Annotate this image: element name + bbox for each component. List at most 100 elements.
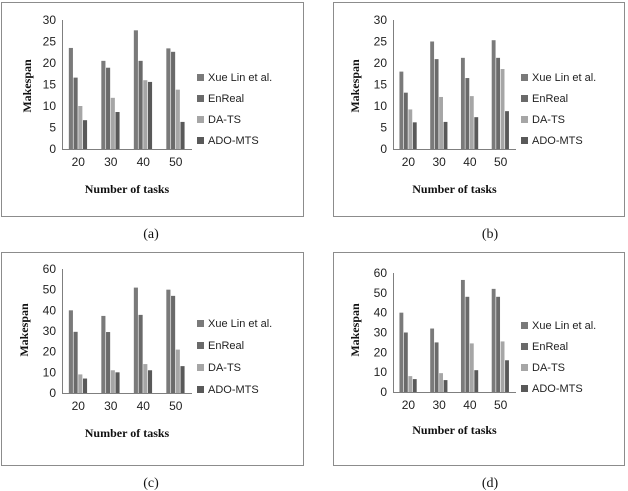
bar	[403, 92, 408, 149]
bar	[110, 97, 115, 149]
legend-label: ADO-MTS	[532, 383, 583, 395]
bar	[138, 60, 143, 149]
bar	[171, 295, 176, 393]
y-tick-label: 30	[374, 13, 388, 27]
legend-label: Xue Lin et al.	[208, 318, 272, 330]
bar	[171, 51, 176, 149]
bar	[180, 121, 185, 149]
bar	[147, 370, 153, 393]
figure-caption: (b)	[482, 227, 499, 242]
bar	[469, 343, 474, 392]
y-tick-label: 5	[380, 121, 387, 135]
x-tick-label: 50	[169, 155, 183, 169]
bar	[460, 57, 465, 150]
bar	[434, 342, 439, 392]
y-axis-title: Makespan	[348, 59, 362, 113]
legend-swatch	[197, 386, 204, 393]
x-tick-label: 30	[432, 398, 446, 412]
y-tick-label: 20	[43, 56, 57, 70]
chart-frame	[333, 252, 625, 466]
y-tick-label: 0	[49, 142, 56, 156]
bar	[166, 48, 171, 149]
bar	[439, 96, 443, 149]
bar	[408, 109, 413, 149]
bar	[101, 315, 106, 393]
figure-caption: (c)	[143, 476, 159, 491]
legend-label: ADO-MTS	[208, 384, 259, 396]
bar	[133, 30, 138, 149]
bar	[73, 331, 78, 393]
bar	[491, 288, 496, 392]
legend-swatch	[197, 74, 204, 81]
y-tick-label: 50	[43, 283, 57, 297]
x-tick-label: 20	[402, 155, 416, 169]
bar	[73, 77, 78, 149]
bar	[78, 106, 83, 149]
bar	[496, 296, 501, 392]
bar	[408, 376, 413, 392]
bar	[434, 59, 439, 149]
y-tick-label: 10	[374, 365, 388, 379]
bar	[412, 379, 417, 392]
bar	[465, 78, 470, 149]
x-axis-title: Number of tasks	[85, 182, 170, 196]
x-tick-label: 50	[169, 399, 183, 413]
legend-swatch	[521, 74, 528, 81]
x-tick-label: 40	[137, 155, 151, 169]
bar	[82, 378, 88, 393]
bar	[175, 89, 180, 149]
legend-swatch	[197, 116, 204, 123]
figure-caption: (d)	[482, 476, 499, 491]
legend-swatch	[521, 116, 528, 123]
bar	[106, 67, 111, 149]
x-tick-label: 40	[463, 398, 477, 412]
y-tick-label: 5	[49, 121, 56, 135]
x-tick-label: 30	[432, 155, 446, 169]
bar	[110, 370, 115, 393]
y-tick-label: 0	[49, 386, 56, 400]
legend-label: DA-TS	[532, 362, 565, 374]
bar	[166, 289, 171, 393]
legend-label: EnReal	[208, 93, 244, 105]
bar	[68, 47, 73, 150]
legend-swatch	[521, 343, 528, 350]
y-tick-label: 60	[43, 262, 57, 276]
bar	[138, 314, 143, 393]
bar	[399, 312, 404, 392]
y-axis-title: Makespan	[17, 303, 31, 357]
y-tick-label: 40	[43, 303, 57, 317]
legend-label: DA-TS	[532, 114, 565, 126]
legend-label: DA-TS	[208, 362, 241, 374]
chart-frame	[1, 2, 304, 217]
bar	[443, 380, 448, 392]
y-tick-label: 25	[374, 35, 388, 49]
bar	[115, 112, 120, 149]
bar	[82, 120, 88, 149]
y-tick-label: 30	[43, 324, 57, 338]
x-tick-label: 20	[72, 155, 86, 169]
bar	[469, 96, 474, 149]
chart-panel-4: 0 10 20 30 40 50 60 20 30 40 50 Number of tasks Make…	[333, 252, 625, 491]
bar	[180, 366, 185, 393]
bar	[430, 328, 435, 392]
legend-swatch	[197, 342, 204, 349]
legend-label: EnReal	[532, 93, 568, 105]
y-tick-label: 60	[374, 266, 388, 280]
y-tick-label: 20	[43, 345, 57, 359]
x-tick-label: 50	[494, 398, 508, 412]
y-tick-label: 15	[43, 78, 57, 92]
legend-label: ADO-MTS	[208, 135, 259, 147]
bar	[505, 360, 509, 392]
legend-swatch	[521, 95, 528, 102]
legend-label: DA-TS	[208, 114, 241, 126]
legend-label: EnReal	[208, 340, 244, 352]
y-axis-title: Makespan	[348, 303, 362, 357]
bar	[399, 71, 404, 149]
bar	[101, 60, 106, 149]
legend-label: Xue Lin et al.	[532, 72, 596, 84]
bar	[491, 40, 496, 149]
chart-panel-2: 0 5 10 15 20 25 30 20 30 40 50 Number of tasks Makes…	[333, 2, 625, 242]
y-axis-title: Makespan	[20, 59, 34, 113]
legend-swatch	[197, 320, 204, 327]
bar	[78, 374, 83, 393]
